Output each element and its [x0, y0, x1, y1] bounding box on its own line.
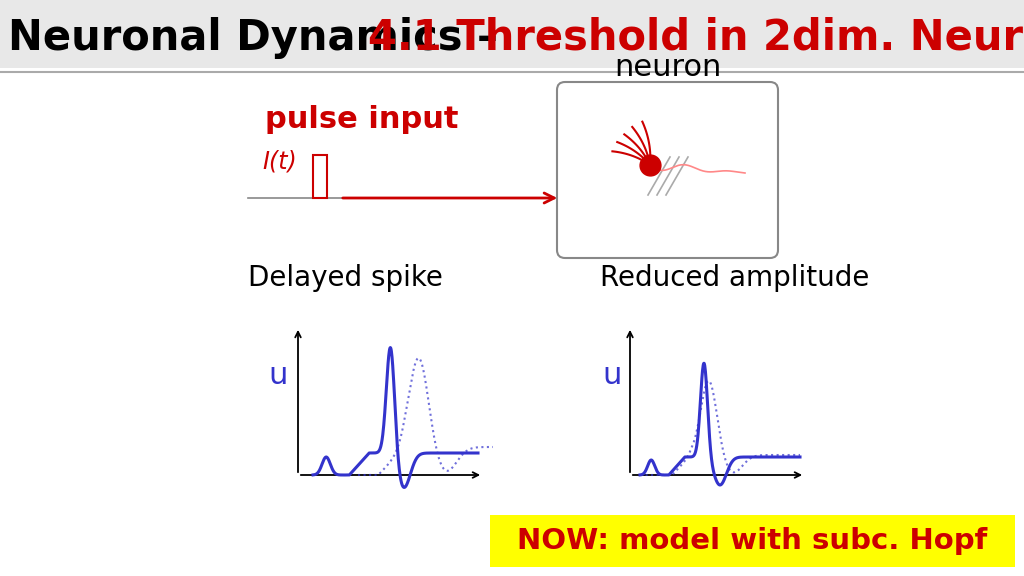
Text: Neuronal Dynamics –: Neuronal Dynamics –	[8, 17, 512, 59]
Text: I(t): I(t)	[262, 150, 297, 174]
Text: Reduced amplitude: Reduced amplitude	[600, 264, 869, 292]
Text: u: u	[268, 361, 288, 389]
Text: neuron: neuron	[614, 53, 722, 82]
Text: NOW: model with subc. Hopf: NOW: model with subc. Hopf	[517, 527, 987, 555]
Text: Delayed spike: Delayed spike	[248, 264, 442, 292]
Text: u: u	[602, 361, 622, 389]
Text: pulse input: pulse input	[265, 105, 459, 135]
Bar	[490, 515, 1015, 567]
FancyBboxPatch shape	[557, 82, 778, 258]
Bar	[313, 155, 327, 198]
Bar	[0, 0, 1024, 68]
Text: 4.1 Threshold in 2dim. Neuron Models: 4.1 Threshold in 2dim. Neuron Models	[368, 17, 1024, 59]
